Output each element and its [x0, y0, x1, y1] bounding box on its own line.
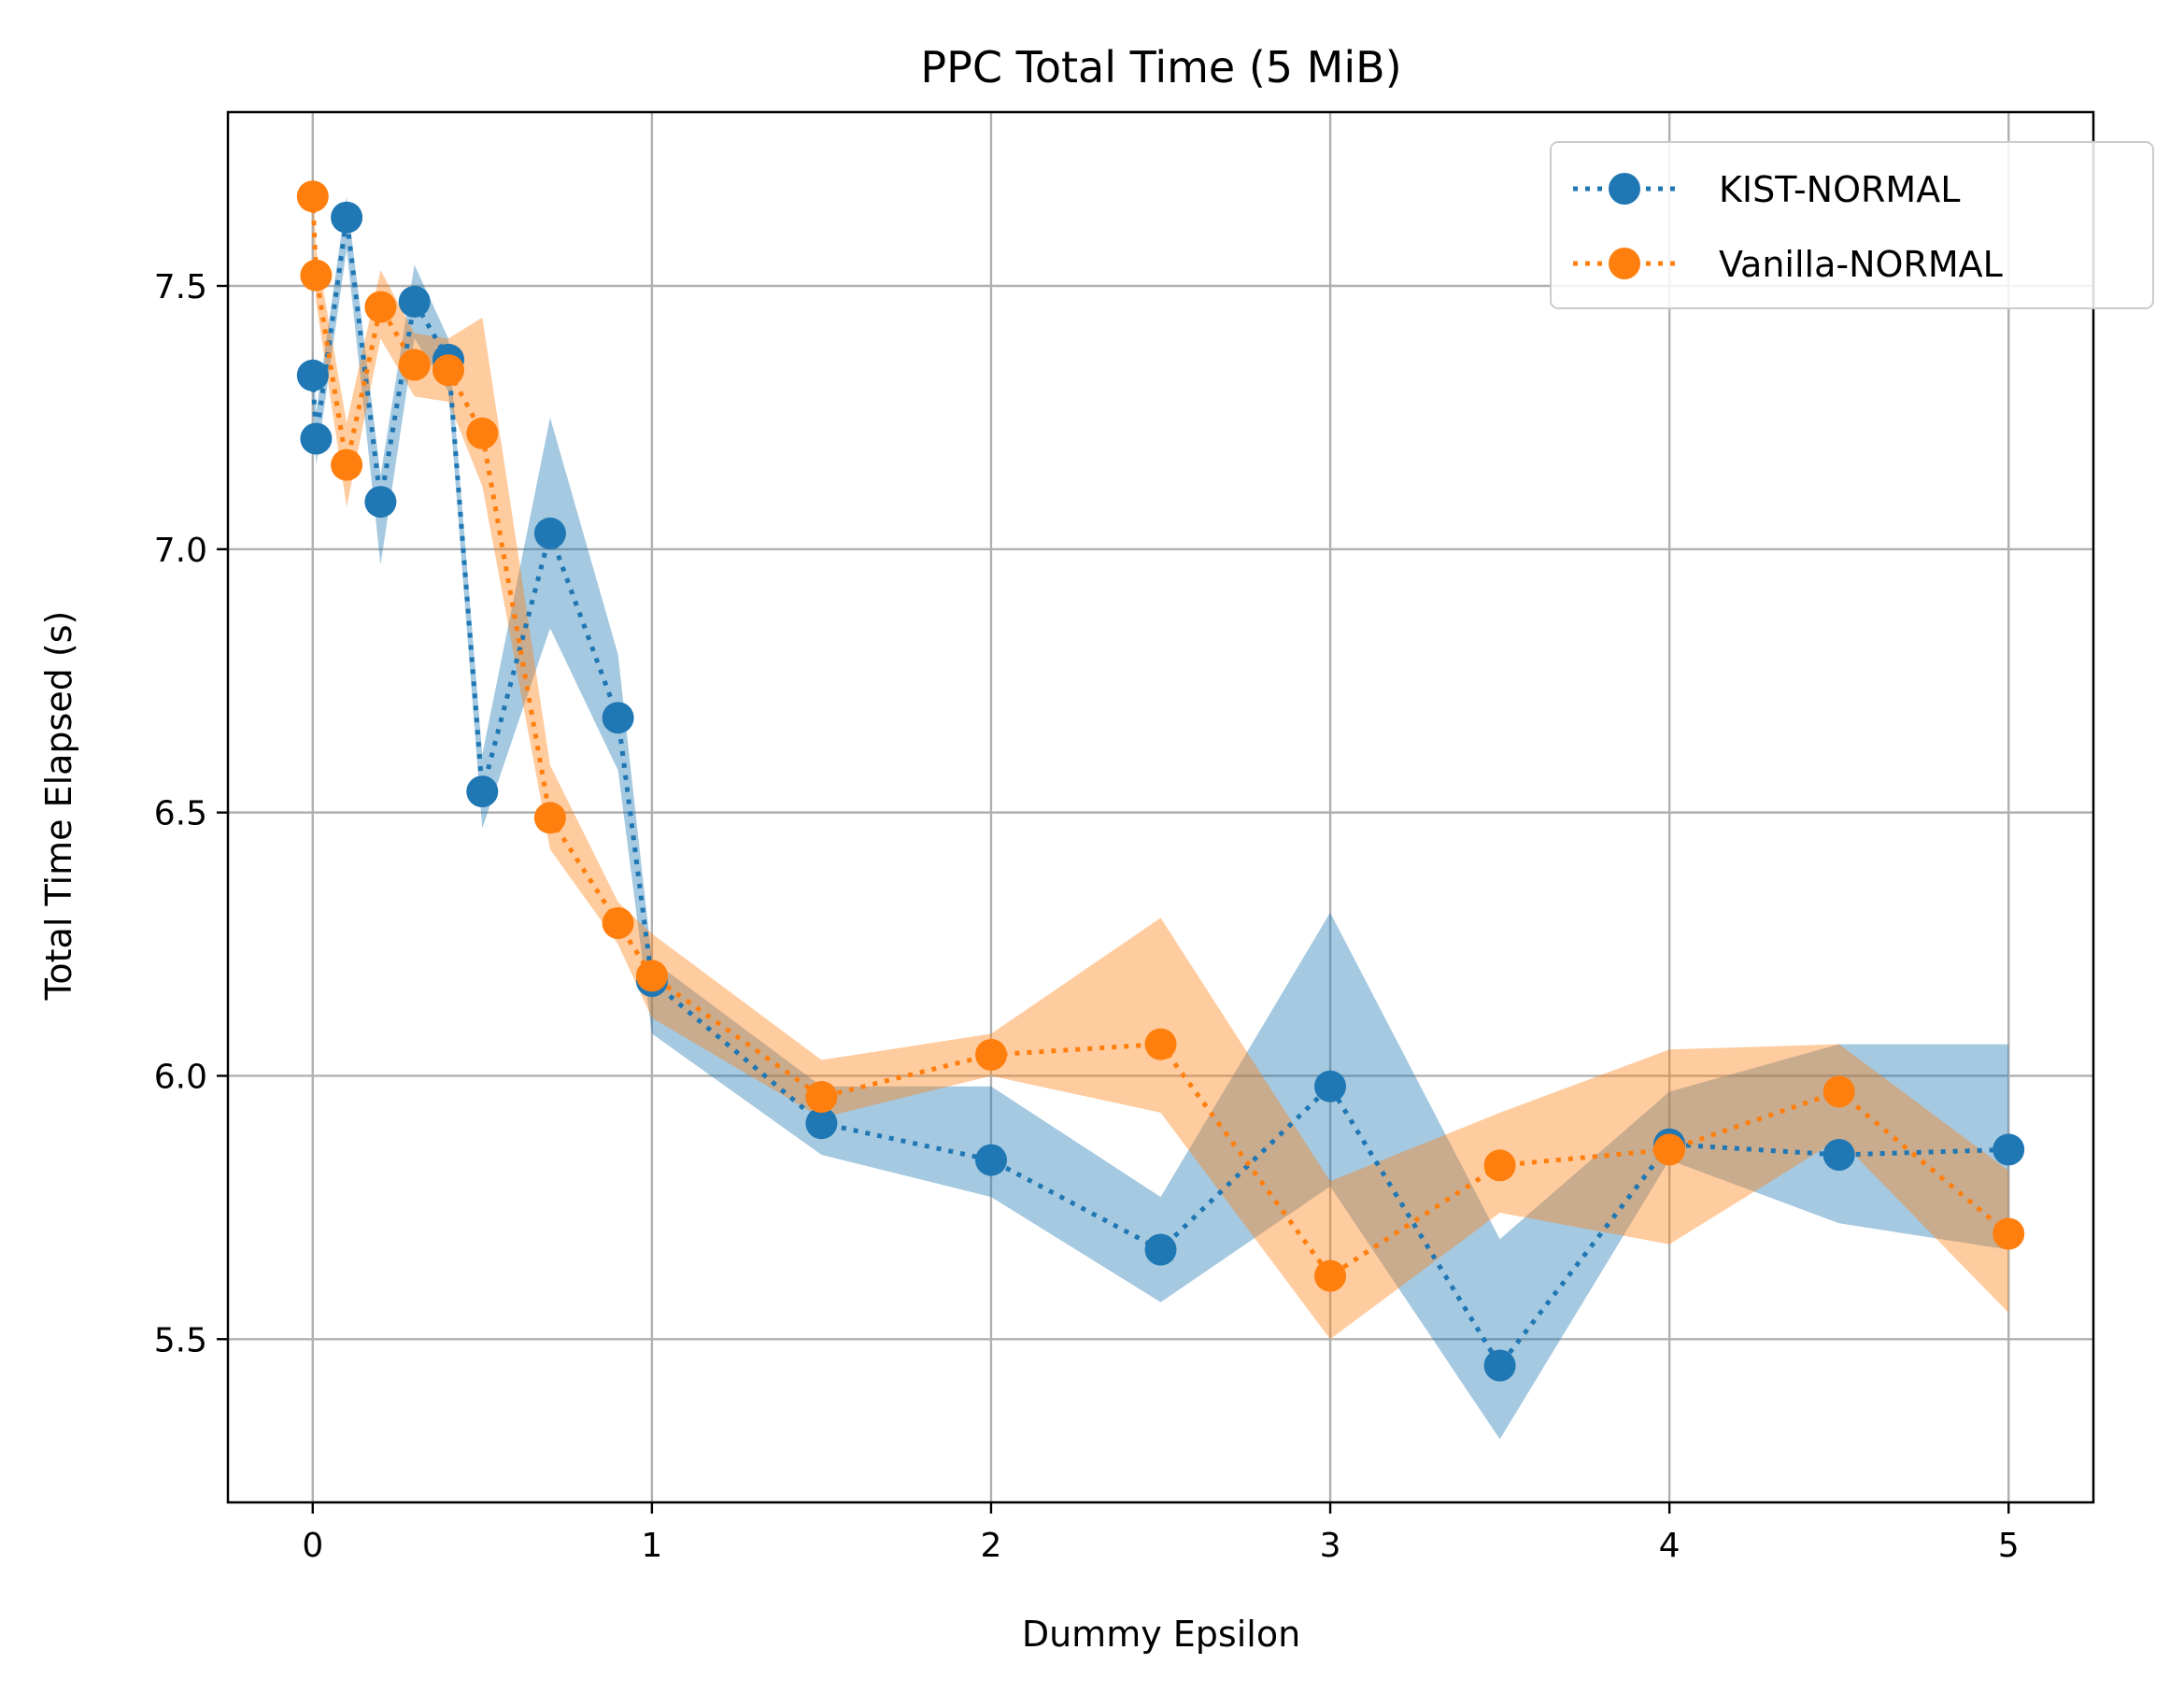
legend-marker-0 — [1609, 173, 1640, 205]
data-point-1 — [1822, 1075, 1855, 1108]
legend-box — [1550, 141, 2154, 309]
series-points — [296, 180, 2025, 1382]
data-point-1 — [331, 448, 363, 481]
data-point-0 — [602, 702, 634, 734]
data-point-1 — [1314, 1259, 1346, 1292]
y-tick-label: 7.0 — [154, 532, 207, 570]
legend-label-1: Vanilla-NORMAL — [1719, 244, 2003, 285]
x-axis-label: Dummy Epsilon — [1022, 1614, 1300, 1655]
chart-title: PPC Total Time (5 MiB) — [920, 42, 1401, 92]
data-point-0 — [331, 201, 363, 234]
x-tick-label: 2 — [981, 1527, 1002, 1565]
data-point-0 — [533, 517, 566, 549]
data-point-1 — [364, 291, 397, 323]
data-point-0 — [1483, 1349, 1516, 1382]
data-point-0 — [364, 486, 397, 519]
y-tick-label: 5.5 — [154, 1321, 207, 1359]
data-point-0 — [1993, 1133, 2025, 1166]
x-tick-label: 3 — [1320, 1527, 1341, 1565]
axis-ticks: 0 1 2 3 4 5 5.5 6.0 6.5 7.0 7.5 — [154, 268, 2020, 1565]
data-point-1 — [398, 349, 431, 381]
data-point-1 — [602, 907, 634, 939]
confidence-bands — [312, 175, 2009, 1440]
y-axis-label: Total Time Elapsed (s) — [38, 611, 79, 1002]
x-tick-label: 4 — [1659, 1527, 1681, 1565]
data-point-0 — [1822, 1139, 1855, 1171]
data-point-0 — [466, 775, 499, 808]
y-tick-label: 6.5 — [154, 795, 207, 833]
data-point-0 — [296, 359, 329, 391]
y-tick-label: 7.5 — [154, 268, 207, 306]
data-point-1 — [1653, 1133, 1686, 1166]
plot-frame — [226, 110, 2095, 1504]
data-point-1 — [466, 417, 499, 449]
x-tick-label: 0 — [302, 1527, 323, 1565]
legend-marker-1 — [1609, 248, 1640, 279]
data-point-0 — [1314, 1070, 1346, 1103]
data-point-0 — [398, 285, 431, 318]
y-tick-label: 6.0 — [154, 1058, 207, 1096]
series-line-0 — [310, 217, 2009, 1370]
x-tick-label: 1 — [641, 1527, 662, 1565]
data-point-1 — [296, 180, 329, 213]
data-point-1 — [300, 259, 333, 292]
legend: KIST-NORMAL Vanilla-NORMAL — [1550, 141, 2154, 309]
data-point-1 — [1993, 1217, 2025, 1250]
data-point-1 — [533, 802, 566, 834]
data-point-1 — [433, 354, 464, 387]
data-point-1 — [1483, 1149, 1516, 1182]
data-point-1 — [1144, 1028, 1177, 1060]
legend-label-0: KIST-NORMAL — [1719, 169, 1960, 210]
confidence-band-1 — [312, 175, 2009, 1340]
data-point-0 — [1144, 1233, 1177, 1266]
data-point-1 — [805, 1081, 838, 1113]
data-point-1 — [975, 1038, 1007, 1071]
data-point-1 — [635, 960, 668, 992]
data-point-0 — [300, 422, 333, 455]
data-point-0 — [975, 1144, 1007, 1176]
series-lines — [310, 196, 2010, 1370]
x-tick-label: 5 — [1998, 1527, 2020, 1565]
data-point-0 — [805, 1107, 838, 1140]
